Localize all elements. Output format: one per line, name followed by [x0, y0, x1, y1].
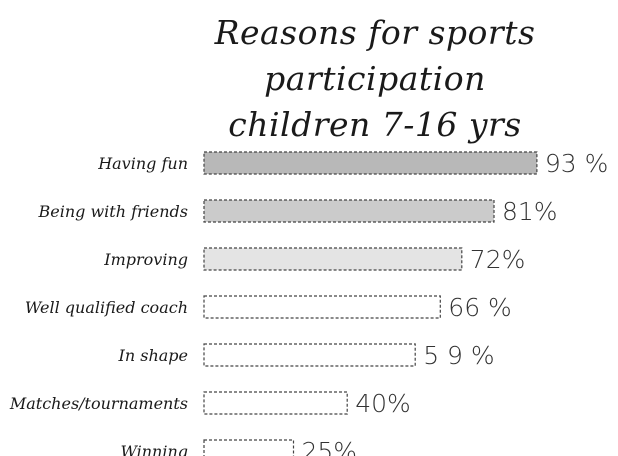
value-label: 5 9 % [423, 341, 494, 370]
value-label: 66 % [448, 293, 512, 322]
bar [203, 439, 295, 456]
value-label: 81% [502, 197, 558, 226]
category-label: Well qualified coach [25, 298, 188, 317]
category-label: Matches/tournaments [9, 394, 188, 413]
category-label: In shape [118, 346, 188, 365]
category-label: Being with friends [37, 202, 188, 221]
category-label: Having fun [97, 154, 188, 173]
value-label: 93 % [545, 149, 609, 178]
category-label: Winning [120, 442, 188, 456]
value-label: 25% [302, 437, 358, 456]
value-label: 72% [470, 245, 526, 274]
bar [203, 199, 495, 223]
bar [203, 151, 538, 175]
bar [203, 247, 463, 271]
value-label: 40% [355, 389, 411, 418]
bar [203, 343, 416, 367]
bar [203, 295, 441, 319]
chart-title: Reasons for sports participation childre… [214, 13, 536, 144]
category-label: Improving [103, 250, 188, 269]
bar [203, 391, 348, 415]
